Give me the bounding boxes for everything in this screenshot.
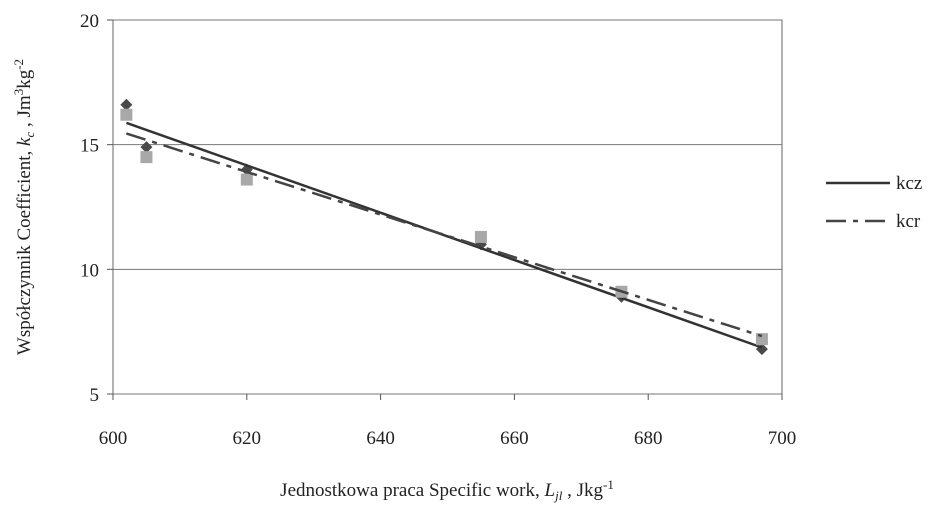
point	[474, 230, 487, 243]
label-part: , Jm	[14, 95, 35, 132]
label-part: Jednostkowa praca Specific work,	[280, 480, 544, 501]
label-part: k	[14, 137, 35, 146]
point	[240, 173, 253, 186]
x-tick-label: 640	[366, 428, 395, 449]
x-tick-label: 620	[233, 428, 262, 449]
plot-area	[112, 19, 783, 395]
label-part: -1	[603, 477, 614, 492]
trendline	[125, 121, 763, 349]
legend-label: kcr	[896, 211, 921, 232]
x-tick-label: 600	[99, 428, 128, 449]
label-part: Współczynnik Coefficient,	[14, 146, 35, 355]
label-part: jl	[553, 488, 563, 503]
y-tick-label: 15	[80, 136, 99, 157]
point	[140, 141, 153, 154]
label-part: L	[544, 480, 556, 501]
y-tick-label: 5	[90, 385, 100, 406]
trendline	[126, 132, 763, 338]
x-axis-label: Jednostkowa praca Specific work, Ljl , J…	[280, 477, 614, 503]
label-part: -2	[11, 59, 26, 70]
point	[120, 108, 133, 121]
y-tick-label: 20	[80, 11, 99, 32]
label-part: 3	[11, 89, 26, 96]
y-axis-label: Współczynnik Coefficient, kc , Jm3kg-2	[11, 59, 37, 355]
x-tick-label: 700	[768, 428, 797, 449]
label-part: kg	[14, 69, 35, 89]
label-part: c	[22, 132, 37, 138]
y-tick-label: 10	[80, 260, 99, 281]
label-part: , Jkg	[562, 480, 603, 501]
x-tick-label: 680	[634, 428, 663, 449]
point	[140, 151, 153, 164]
x-tick-label: 660	[500, 428, 529, 449]
legend-label: kcz	[896, 173, 922, 194]
point	[120, 98, 133, 111]
